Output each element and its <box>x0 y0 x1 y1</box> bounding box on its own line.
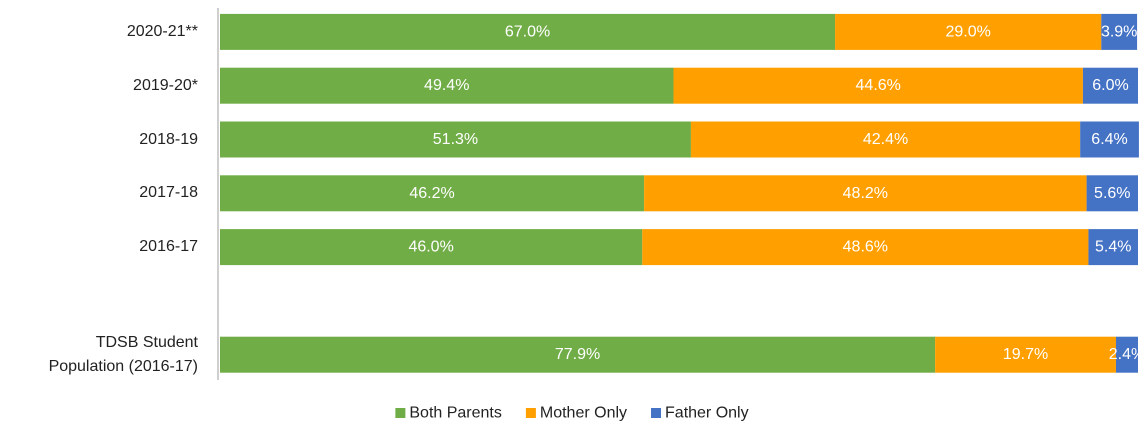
legend-swatch <box>525 408 536 418</box>
bar-segment <box>220 67 674 104</box>
bar-segment <box>220 175 645 212</box>
data-label: 46.2% <box>409 185 454 202</box>
bar-segment <box>220 336 936 373</box>
y-tick-label: 2016-17 <box>139 238 198 256</box>
y-tick-label: 2018-19 <box>139 130 198 148</box>
bar-segment <box>1115 336 1138 373</box>
bar-segment <box>1086 175 1138 212</box>
bar-segment <box>835 13 1102 50</box>
bar-segment <box>1082 67 1138 104</box>
bar-segment <box>935 336 1116 373</box>
data-label: 46.0% <box>408 239 453 256</box>
data-label: 42.4% <box>863 131 908 148</box>
legend-label: Father Only <box>665 405 749 422</box>
legend-label: Mother Only <box>540 405 627 422</box>
data-label: 48.6% <box>843 239 888 256</box>
data-label: 19.7% <box>1003 346 1048 363</box>
data-label: 44.6% <box>856 77 901 94</box>
data-label: 29.0% <box>945 23 990 40</box>
data-label: 5.6% <box>1094 185 1130 202</box>
data-label: 77.9% <box>555 346 600 363</box>
data-label: 6.0% <box>1092 77 1128 94</box>
y-tick-label: 2019-20* <box>133 76 198 94</box>
data-label: 51.3% <box>433 131 478 148</box>
bar-segment <box>673 67 1083 104</box>
data-label: 3.9% <box>1101 23 1137 40</box>
legend-swatch <box>651 408 662 418</box>
data-label: 67.0% <box>505 23 550 40</box>
bar-segment <box>220 13 836 50</box>
legend-label: Both Parents <box>409 405 502 422</box>
bar-segment <box>220 121 691 158</box>
data-label: 49.4% <box>424 77 469 94</box>
bar-segment <box>690 121 1081 158</box>
legend-swatch <box>395 408 406 418</box>
bar-segment <box>1101 13 1138 50</box>
bar-segment <box>1080 121 1139 158</box>
data-label: 48.2% <box>843 185 888 202</box>
data-label: 6.4% <box>1091 131 1127 148</box>
bar-segment <box>644 175 1087 212</box>
bar-segment <box>220 229 643 266</box>
bar-segment <box>642 229 1089 266</box>
data-label: 2.4% <box>1109 346 1144 363</box>
data-label: 5.4% <box>1095 239 1131 256</box>
y-tick-label: 2017-18 <box>139 184 198 202</box>
y-tick-label: 2020-21** <box>126 22 198 40</box>
bar-segment <box>1088 229 1138 266</box>
y-tick-label: TDSB Student Population (2016-17) <box>48 333 198 375</box>
